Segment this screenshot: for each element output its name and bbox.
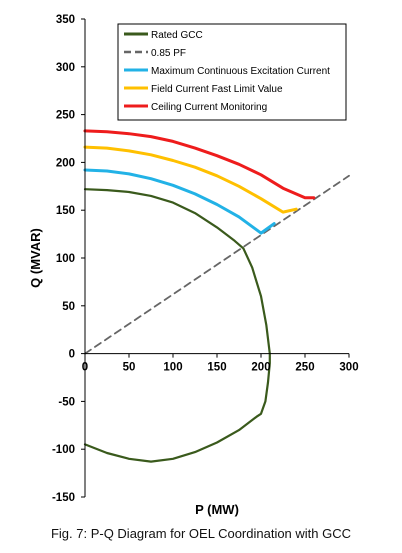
y-tick-label: 50 [62,301,75,313]
y-tick-label: 200 [56,157,75,169]
y-tick-label: 0 [69,349,75,361]
legend-box [117,23,347,121]
legend-label-1: 0.85 PF [151,48,186,59]
legend-label-2: Maximum Continuous Excitation Current [151,66,330,77]
y-tick-label: 350 [56,14,75,26]
figure-caption: Fig. 7: P-Q Diagram for OEL Coordination… [50,526,352,541]
x-tick-label: 250 [295,362,314,374]
x-tick-label: 0 [82,362,88,374]
y-tick-label: 250 [56,110,75,122]
x-tick-label: 150 [207,362,226,374]
x-tick-label: 300 [339,362,358,374]
legend-label-3: Field Current Fast Limit Value [151,84,283,95]
series-line-0 [83,188,271,463]
legend-label-4: Ceiling Current Monitoring [151,102,267,113]
y-tick-label: -150 [52,492,75,504]
pq-diagram-chart: -150 -100 -50 0 50 100 150 200 250 300 350 0 50 100 15… [28,14,359,517]
y-tick-label: 300 [56,62,75,74]
tick-labels-layer: -150 -100 -50 0 50 100 150 200 250 300 350 0 50 100 15… [52,14,359,504]
x-tick-label: 100 [163,362,182,374]
curves-layer [83,129,350,463]
series-line-1 [84,174,350,355]
y-tick-label: -100 [52,444,75,456]
axes-layer [81,18,350,498]
series-line-2 [83,168,276,235]
y-tick-label: 150 [56,205,75,217]
x-axis-label: P (MW) [195,502,239,517]
y-tick-label: -50 [58,396,75,408]
y-axis-label: Q (MVAR) [28,228,43,288]
series-line-4 [83,129,316,200]
y-tick-label: 100 [56,253,75,265]
series-line-3 [83,145,298,214]
x-tick-label: 50 [123,362,136,374]
legend: Rated GCC 0.85 PF Maximum Continuous Excit… [117,23,347,121]
legend-label-0: Rated GCC [151,30,203,41]
x-tick-label: 200 [251,362,270,374]
